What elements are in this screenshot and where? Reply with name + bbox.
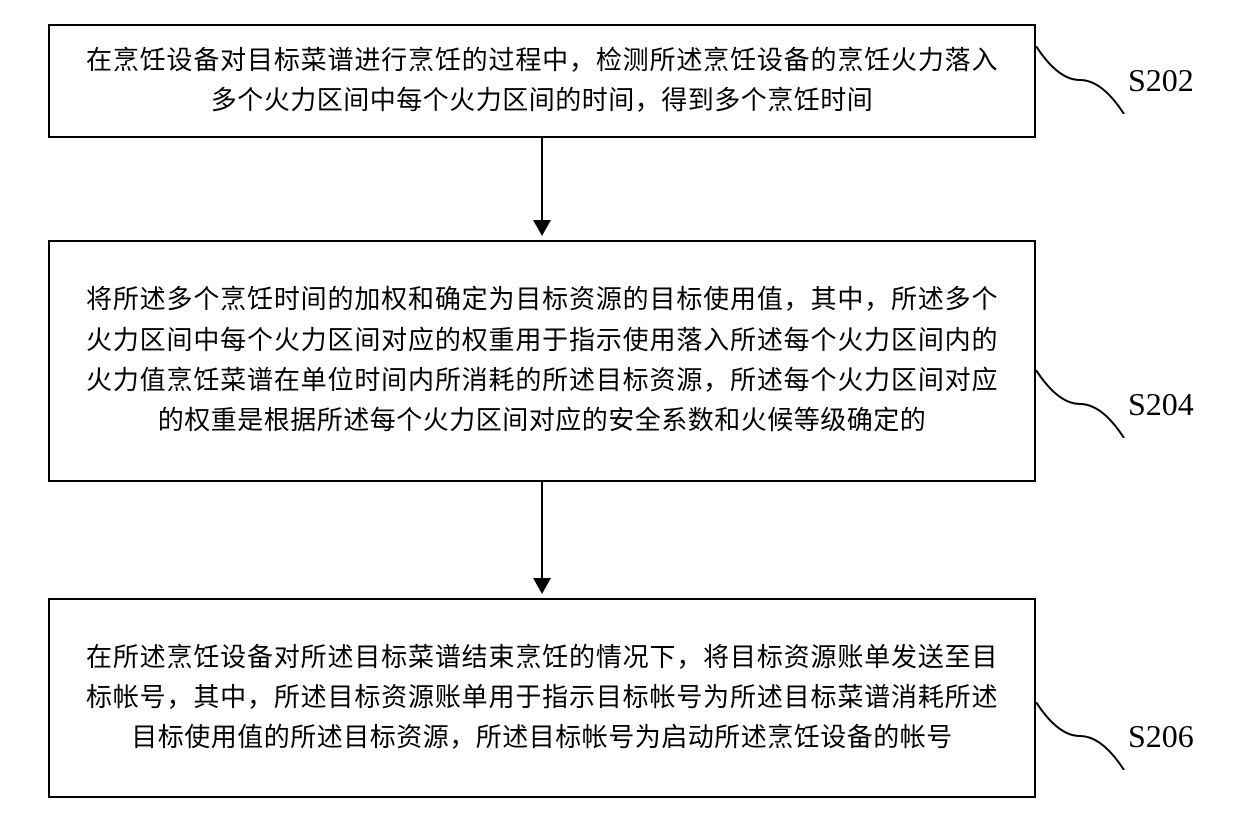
step-label-s206: S206	[1128, 718, 1194, 755]
flow-arrow-line	[541, 138, 543, 220]
flow-step-text: 在所述烹饪设备对所述目标菜谱结束烹饪的情况下，将目标资源账单发送至目标帐号，其中…	[86, 638, 998, 759]
flow-step-s202: 在烹饪设备对目标菜谱进行烹饪的过程中，检测所述烹饪设备的烹饪火力落入多个火力区间…	[48, 24, 1036, 138]
flow-arrow-head	[533, 578, 551, 594]
step-label-s202: S202	[1128, 62, 1194, 99]
step-label-s204: S204	[1128, 386, 1194, 423]
label-connector-s202	[1036, 46, 1128, 114]
flow-step-text: 将所述多个烹饪时间的加权和确定为目标资源的目标使用值，其中，所述多个火力区间中每…	[86, 280, 998, 441]
label-connector-s204	[1036, 370, 1128, 438]
flow-arrow-head	[533, 220, 551, 236]
flow-step-s204: 将所述多个烹饪时间的加权和确定为目标资源的目标使用值，其中，所述多个火力区间中每…	[48, 240, 1036, 482]
label-connector-s206	[1036, 702, 1128, 770]
flow-step-text: 在烹饪设备对目标菜谱进行烹饪的过程中，检测所述烹饪设备的烹饪火力落入多个火力区间…	[86, 41, 998, 122]
flow-step-s206: 在所述烹饪设备对所述目标菜谱结束烹饪的情况下，将目标资源账单发送至目标帐号，其中…	[48, 598, 1036, 798]
flow-arrow-line	[541, 482, 543, 578]
